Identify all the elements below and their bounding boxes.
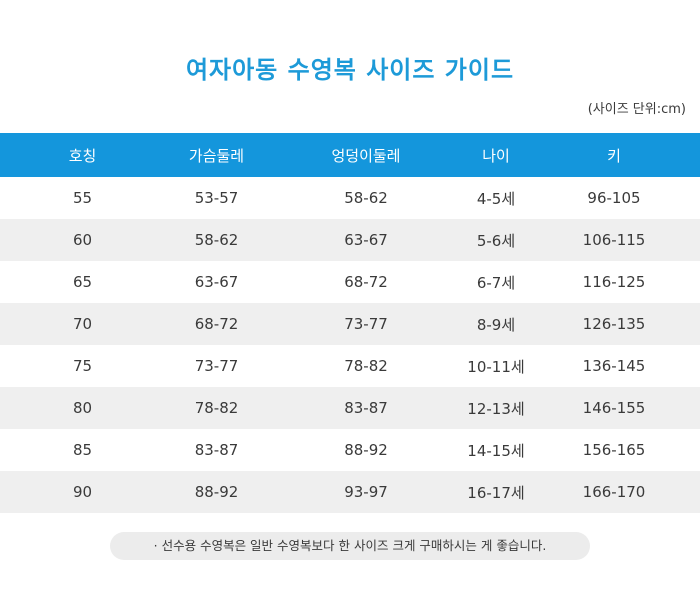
cell-age: 14-15세 bbox=[464, 429, 528, 471]
cell-age: 4-5세 bbox=[464, 177, 528, 219]
cell-height: 136-145 bbox=[528, 345, 700, 387]
cell-age: 12-13세 bbox=[464, 387, 528, 429]
cell-height: 146-155 bbox=[528, 387, 700, 429]
cell-hip: 63-67 bbox=[268, 219, 464, 261]
cell-hip: 88-92 bbox=[268, 429, 464, 471]
cell-age: 10-11세 bbox=[464, 345, 528, 387]
cell-height: 156-165 bbox=[528, 429, 700, 471]
unit-note: (사이즈 단위:cm) bbox=[587, 102, 686, 117]
cell-chest: 83-87 bbox=[165, 429, 268, 471]
table-row: 90 88-92 93-97 16-17세 166-170 bbox=[0, 471, 700, 513]
cell-height: 166-170 bbox=[528, 471, 700, 513]
table-row: 75 73-77 78-82 10-11세 136-145 bbox=[0, 345, 700, 387]
cell-chest: 73-77 bbox=[165, 345, 268, 387]
cell-age: 8-9세 bbox=[464, 303, 528, 345]
table-row: 85 83-87 88-92 14-15세 156-165 bbox=[0, 429, 700, 471]
page-title: 여자아동 수영복 사이즈 가이드 bbox=[185, 56, 515, 84]
cell-height: 96-105 bbox=[528, 177, 700, 219]
cell-hip: 73-77 bbox=[268, 303, 464, 345]
table-body: 55 53-57 58-62 4-5세 96-105 60 58-62 63-67 5-6세 10… bbox=[0, 177, 700, 513]
cell-size: 80 bbox=[0, 387, 165, 429]
table-row: 55 53-57 58-62 4-5세 96-105 bbox=[0, 177, 700, 219]
cell-age: 6-7세 bbox=[464, 261, 528, 303]
table-header-row: 호칭 가슴둘레 엉덩이둘레 나이 키 bbox=[0, 133, 700, 177]
cell-size: 60 bbox=[0, 219, 165, 261]
cell-hip: 58-62 bbox=[268, 177, 464, 219]
table-row: 80 78-82 83-87 12-13세 146-155 bbox=[0, 387, 700, 429]
cell-size: 70 bbox=[0, 303, 165, 345]
size-table: 호칭 가슴둘레 엉덩이둘레 나이 키 55 53-57 58-62 4-5세 96-10… bbox=[0, 133, 700, 513]
cell-size: 65 bbox=[0, 261, 165, 303]
cell-age: 16-17세 bbox=[464, 471, 528, 513]
header-age: 나이 bbox=[464, 133, 528, 177]
table-row: 70 68-72 73-77 8-9세 126-135 bbox=[0, 303, 700, 345]
cell-hip: 68-72 bbox=[268, 261, 464, 303]
cell-chest: 78-82 bbox=[165, 387, 268, 429]
cell-height: 126-135 bbox=[528, 303, 700, 345]
cell-hip: 93-97 bbox=[268, 471, 464, 513]
header-chest: 가슴둘레 bbox=[165, 133, 268, 177]
footnote: · 선수용 수영복은 일반 수영복보다 한 사이즈 크게 구매하시는 게 좋습니… bbox=[110, 532, 590, 560]
cell-size: 90 bbox=[0, 471, 165, 513]
header-size: 호칭 bbox=[0, 133, 165, 177]
header-hip: 엉덩이둘레 bbox=[268, 133, 464, 177]
header-height: 키 bbox=[528, 133, 700, 177]
cell-size: 55 bbox=[0, 177, 165, 219]
table-row: 65 63-67 68-72 6-7세 116-125 bbox=[0, 261, 700, 303]
cell-size: 85 bbox=[0, 429, 165, 471]
cell-chest: 58-62 bbox=[165, 219, 268, 261]
table-row: 60 58-62 63-67 5-6세 106-115 bbox=[0, 219, 700, 261]
cell-height: 106-115 bbox=[528, 219, 700, 261]
cell-chest: 88-92 bbox=[165, 471, 268, 513]
cell-size: 75 bbox=[0, 345, 165, 387]
cell-hip: 83-87 bbox=[268, 387, 464, 429]
cell-chest: 53-57 bbox=[165, 177, 268, 219]
cell-chest: 63-67 bbox=[165, 261, 268, 303]
cell-height: 116-125 bbox=[528, 261, 700, 303]
cell-hip: 78-82 bbox=[268, 345, 464, 387]
cell-age: 5-6세 bbox=[464, 219, 528, 261]
cell-chest: 68-72 bbox=[165, 303, 268, 345]
